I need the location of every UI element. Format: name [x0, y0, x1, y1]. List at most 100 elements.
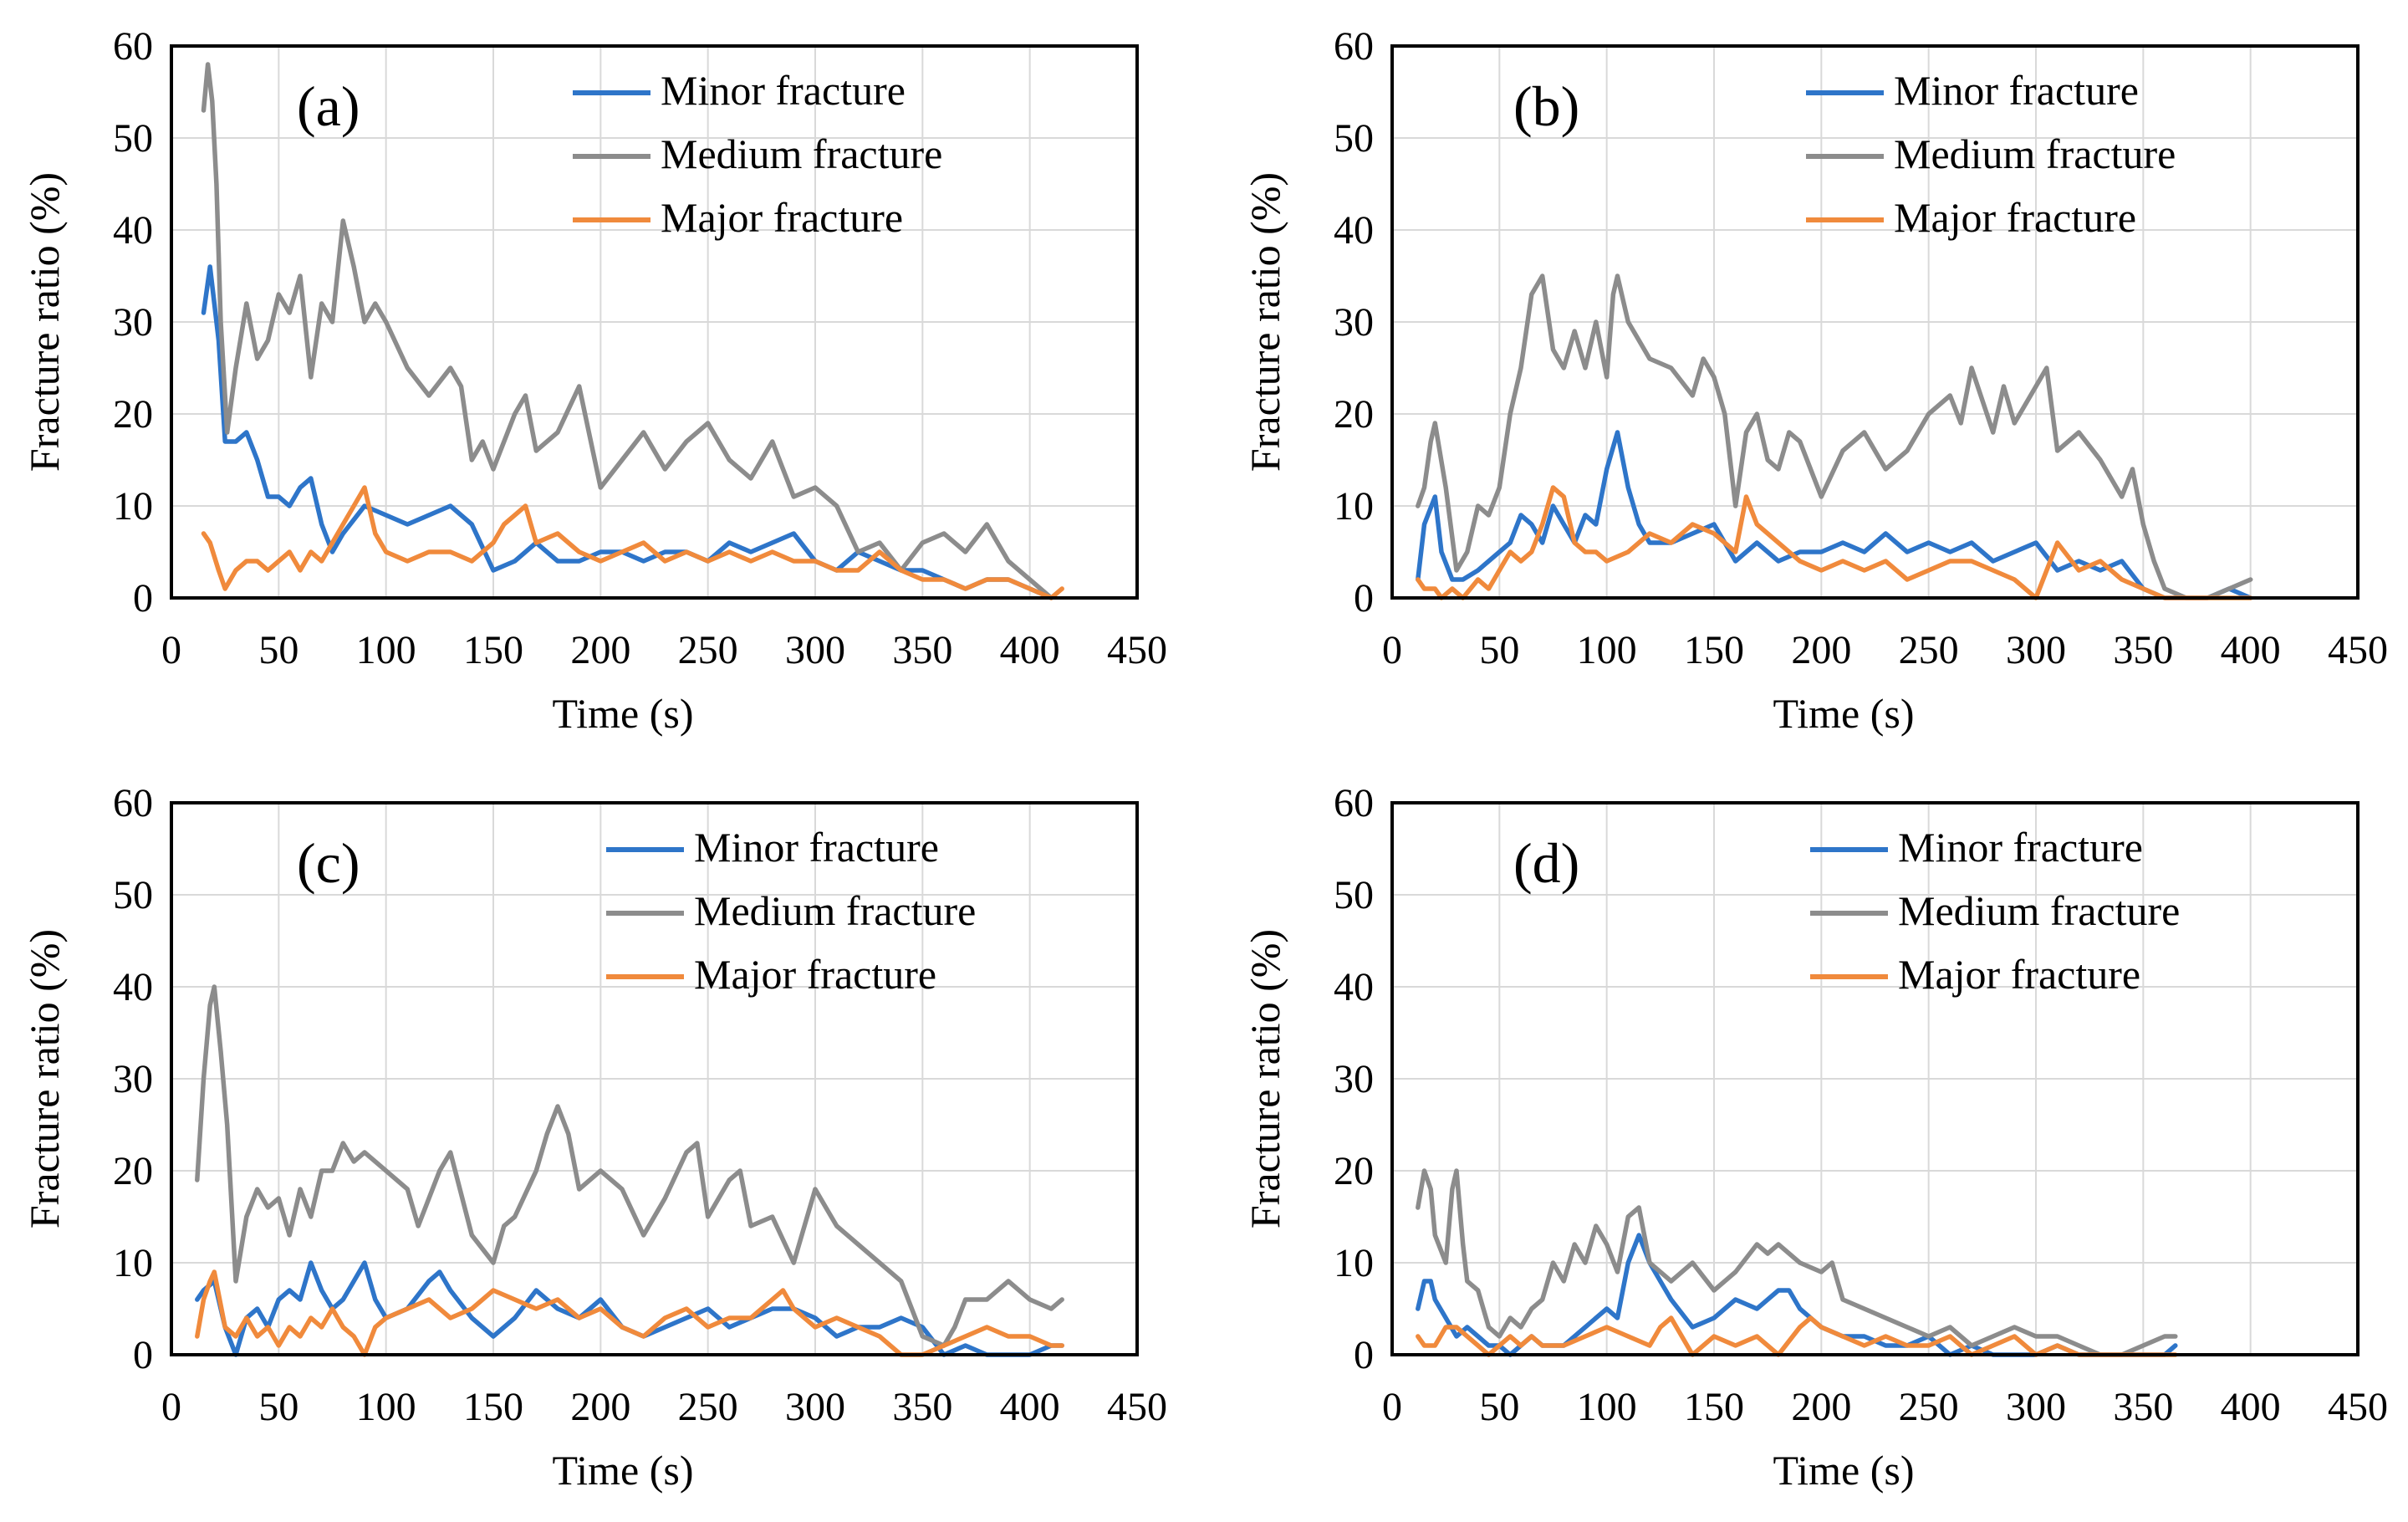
x-tick-label: 100 [356, 628, 416, 672]
x-tick-label: 300 [2006, 1385, 2066, 1429]
y-tick-label: 10 [113, 1241, 153, 1285]
x-tick-label: 250 [678, 628, 738, 672]
y-tick-label: 30 [1334, 1057, 1374, 1101]
plot-area [1390, 801, 2360, 1356]
legend-label-major-fracture: Major fracture [1898, 951, 2140, 998]
x-tick-label: 350 [2113, 628, 2173, 672]
y-tick-label: 40 [113, 965, 153, 1009]
y-tick-label: 0 [133, 1333, 153, 1377]
x-tick-label: 50 [258, 1385, 298, 1429]
legend-label-minor-fracture: Minor fracture [694, 824, 939, 871]
x-tick-label: 50 [1479, 628, 1519, 672]
panel-a: 0 10 20 30 40 50 60 0 50 100 150 200 250 300 350 400 450… [21, 24, 1167, 737]
legend-label-major-fracture: Major fracture [1894, 194, 2136, 241]
legend-label-medium-fracture: Medium fracture [1894, 130, 2176, 177]
legend-label-minor-fracture: Minor fracture [1894, 67, 2139, 114]
plot-area [170, 801, 1139, 1356]
panel-d: 0 10 20 30 40 50 60 0 50 100 150 200 250 300 350 400 450… [1242, 781, 2388, 1494]
x-tick-label: 150 [1684, 1385, 1744, 1429]
x-axis-title: Time (s) [552, 1447, 693, 1494]
legend-label-minor-fracture: Minor fracture [1898, 824, 2143, 871]
series-line-medium-fracture [201, 62, 1054, 600]
y-tick-label: 10 [113, 484, 153, 529]
y-tick-label: 40 [113, 208, 153, 253]
x-axis-title: Time (s) [1773, 1447, 1914, 1494]
y-tick-label: 50 [1334, 873, 1374, 917]
legend-label-medium-fracture: Medium fracture [661, 130, 942, 177]
legend-label-medium-fracture: Medium fracture [694, 887, 976, 934]
y-axis-title: Fracture ratio (%) [1242, 172, 1288, 472]
x-tick-label: 100 [1577, 628, 1637, 672]
y-tick-label: 10 [1334, 1241, 1374, 1285]
y-tick-label: 0 [1354, 1333, 1374, 1377]
series-line-minor-fracture [201, 264, 1054, 600]
plot-area [1390, 44, 2360, 600]
x-axis-title: Time (s) [1773, 690, 1914, 737]
y-tick-label: 20 [113, 392, 153, 437]
y-tick-label: 60 [113, 781, 153, 825]
legend-label-medium-fracture: Medium fracture [1898, 887, 2180, 934]
x-tick-label: 350 [2113, 1385, 2173, 1429]
x-tick-label: 250 [1899, 628, 1959, 672]
y-tick-label: 0 [133, 576, 153, 621]
y-tick-label: 30 [113, 300, 153, 345]
y-axis-title: Fracture ratio (%) [21, 929, 68, 1228]
x-tick-label: 400 [1000, 1385, 1060, 1429]
panel-label: (b) [1513, 74, 1579, 138]
plot-area [170, 44, 1139, 600]
y-tick-label: 60 [1334, 24, 1374, 69]
y-tick-label: 20 [1334, 1149, 1374, 1193]
y-tick-label: 0 [1354, 576, 1374, 621]
x-tick-label: 300 [785, 1385, 845, 1429]
y-tick-label: 40 [1334, 965, 1374, 1009]
y-tick-label: 60 [1334, 781, 1374, 825]
x-tick-label: 450 [1107, 628, 1167, 672]
series-line-medium-fracture [1416, 1168, 2178, 1357]
series-line-medium-fracture [1416, 273, 2253, 600]
y-tick-label: 20 [113, 1149, 153, 1193]
x-tick-label: 0 [1382, 628, 1402, 672]
legend-label-major-fracture: Major fracture [694, 951, 936, 998]
x-tick-label: 200 [570, 1385, 630, 1429]
x-tick-label: 150 [1684, 628, 1744, 672]
x-tick-label: 450 [1107, 1385, 1167, 1429]
x-tick-label: 50 [258, 628, 298, 672]
x-tick-label: 300 [2006, 628, 2066, 672]
series-line-major-fracture [201, 485, 1064, 600]
y-tick-label: 30 [1334, 300, 1374, 345]
y-axis-title: Fracture ratio (%) [21, 172, 68, 472]
x-tick-label: 200 [570, 628, 630, 672]
x-tick-label: 200 [1791, 628, 1851, 672]
x-tick-label: 50 [1479, 1385, 1519, 1429]
x-tick-label: 250 [678, 1385, 738, 1429]
y-tick-label: 40 [1334, 208, 1374, 253]
y-axis-title: Fracture ratio (%) [1242, 929, 1288, 1228]
x-tick-label: 0 [161, 628, 181, 672]
panel-label: (a) [297, 74, 360, 138]
x-tick-label: 100 [356, 1385, 416, 1429]
x-tick-label: 450 [2328, 1385, 2388, 1429]
x-tick-label: 400 [1000, 628, 1060, 672]
x-tick-label: 0 [1382, 1385, 1402, 1429]
x-tick-label: 150 [463, 1385, 523, 1429]
series-line-medium-fracture [195, 984, 1064, 1348]
x-tick-label: 350 [892, 1385, 952, 1429]
y-tick-label: 60 [113, 24, 153, 69]
x-tick-label: 100 [1577, 1385, 1637, 1429]
series-line-major-fracture [195, 1269, 1064, 1357]
y-tick-label: 50 [113, 116, 153, 161]
x-tick-label: 450 [2328, 628, 2388, 672]
x-tick-label: 0 [161, 1385, 181, 1429]
series-line-major-fracture [1416, 485, 2253, 600]
series-line-major-fracture [1416, 1315, 2178, 1357]
x-tick-label: 400 [2221, 628, 2281, 672]
y-tick-label: 10 [1334, 484, 1374, 529]
panel-label: (c) [297, 831, 360, 895]
y-tick-label: 30 [113, 1057, 153, 1101]
x-tick-label: 150 [463, 628, 523, 672]
y-tick-label: 20 [1334, 392, 1374, 437]
legend-label-minor-fracture: Minor fracture [661, 67, 906, 114]
panel-label: (d) [1513, 831, 1579, 895]
x-axis-title: Time (s) [552, 690, 693, 737]
